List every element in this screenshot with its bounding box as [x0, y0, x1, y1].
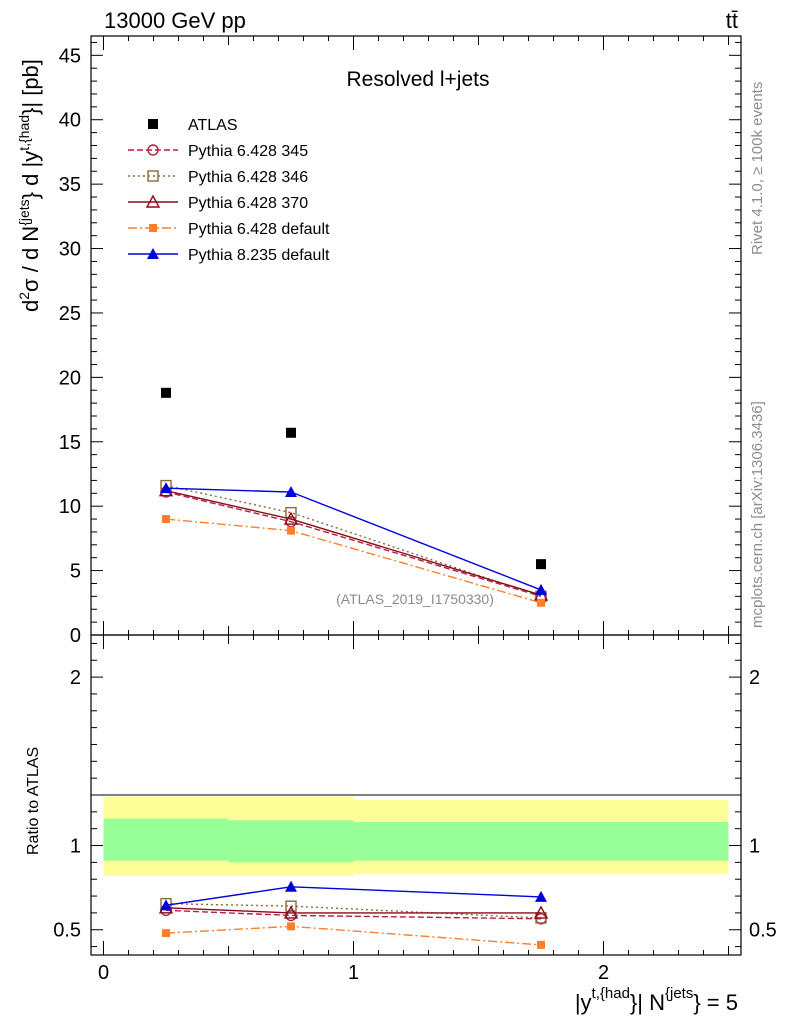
- series-point-py346-1: [285, 506, 297, 519]
- ratio-series-layer: [158, 880, 549, 949]
- series-line-py370: [165, 490, 542, 596]
- legend-label-py346: Pythia 6.428 346: [188, 169, 308, 186]
- ratio-line-py370: [165, 907, 541, 914]
- x-tick-label-0: 0: [98, 962, 109, 984]
- ratio-tick-label-left-0.5: 0.5: [53, 920, 81, 942]
- series-point-py6def-0: [162, 515, 170, 524]
- series-point-py8def-2: [535, 583, 547, 595]
- x-tick-label-2: 2: [598, 962, 609, 984]
- series-point-py8def-0: [160, 482, 172, 494]
- ratio-tick-label-left-1: 1: [70, 836, 81, 858]
- energy-label: 13000 GeV pp: [104, 8, 246, 33]
- x-axis-label: |yt,{had}| N{jets} = 5: [575, 985, 738, 1015]
- legend-label-py370: Pythia 6.428 370: [188, 195, 308, 212]
- ratio-tick-label-right-1: 1: [749, 836, 760, 858]
- legend-label-py6def: Pythia 6.428 default: [188, 221, 330, 238]
- legend: ATLAS Pythia 6.428 345 Pythia 6.428 346 Pyt…: [128, 117, 330, 264]
- series-point-py6def-2: [537, 598, 545, 607]
- ratio-axis-ticks: 0.5 0.5 1 1 2 2: [53, 642, 777, 948]
- series-line-py345: [165, 491, 542, 598]
- band-inner-0: [103, 818, 229, 861]
- main-series-layer: [158, 387, 549, 607]
- y-tick-label-40: 40: [59, 110, 81, 132]
- legend-marker-py6def: [149, 224, 157, 232]
- y-axis-label: d2σ / d N{jets} d |yt,{had}| [pb]: [16, 59, 43, 312]
- series-point-py370-1: [283, 511, 299, 525]
- ratio-point-py6def-1: [287, 922, 295, 931]
- legend-label-py8def: Pythia 8.235 default: [188, 247, 330, 264]
- ratio-uncertainty-bands: [103, 796, 729, 876]
- band-inner-2: [353, 821, 729, 861]
- legend-marker-atlas: [148, 119, 158, 129]
- y-tick-label-25: 25: [59, 303, 81, 325]
- ratio-point-py346-1: [285, 900, 297, 912]
- y-tick-label-10: 10: [59, 496, 81, 518]
- ratio-line-py345: [165, 909, 542, 920]
- band-inner-1: [228, 820, 354, 863]
- x-tick-label-1: 1: [348, 962, 359, 984]
- ratio-point-py8def-1: [285, 880, 297, 892]
- legend-marker-py8def: [147, 248, 159, 259]
- ratio-point-py8def-0: [160, 899, 172, 911]
- chart-title: Resolved l+jets: [347, 68, 490, 91]
- main-axis-ticks: 0 5 10 15 20 25 30 35 40 45: [59, 41, 741, 647]
- ratio-y-axis-label: Ratio to ATLAS: [25, 747, 42, 855]
- ratio-point-py370-1: [283, 905, 299, 919]
- analysis-id: (ATLAS_2019_I1750330): [336, 591, 494, 607]
- legend-label-py345: Pythia 6.428 345: [188, 143, 308, 160]
- ratio-point-py8def-2: [535, 890, 547, 902]
- y-tick-label-30: 30: [59, 239, 81, 261]
- legend-label-atlas: ATLAS: [188, 117, 238, 134]
- x-axis-ticks: 0 1 2: [98, 36, 729, 984]
- rivet-label: Rivet 4.1.0, ≥ 100k events: [749, 82, 766, 255]
- ratio-tick-label-left-2: 2: [70, 667, 81, 689]
- series-point-py8def-1: [285, 486, 297, 498]
- process-label: tt̄: [726, 8, 738, 33]
- y-tick-label-45: 45: [59, 45, 81, 67]
- atlas-point-1: [286, 427, 296, 438]
- ratio-point-py370-2: [533, 905, 549, 919]
- ratio-point-py6def-2: [537, 940, 545, 949]
- series-point-py6def-1: [287, 526, 295, 535]
- y-tick-label-20: 20: [59, 367, 81, 389]
- ratio-point-py6def-0: [162, 929, 170, 938]
- y-tick-label-35: 35: [59, 174, 81, 196]
- ratio-tick-label-right-2: 2: [749, 667, 760, 689]
- legend-marker-py370: [145, 194, 161, 208]
- ratio-line-py8def: [165, 886, 542, 907]
- y-tick-label-5: 5: [70, 561, 81, 583]
- legend-marker-py345: [147, 144, 159, 156]
- ratio-tick-label-right-0.5: 0.5: [749, 920, 777, 942]
- mcplots-label: mcplots.cern.ch [arXiv:1306.3436]: [749, 401, 766, 628]
- legend-marker-py346: [147, 170, 159, 182]
- y-tick-label-0: 0: [70, 625, 81, 647]
- atlas-point-2: [536, 559, 546, 570]
- atlas-point-0: [161, 387, 171, 398]
- y-tick-label-15: 15: [59, 432, 81, 454]
